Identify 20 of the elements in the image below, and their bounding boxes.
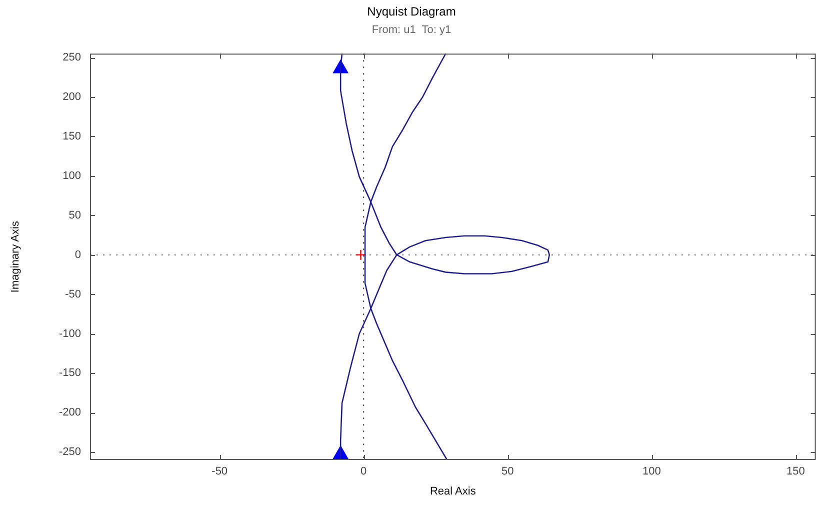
x-tick-label: 50 — [502, 466, 514, 478]
y-tick-label: -50 — [65, 288, 81, 300]
y-tick-label: 100 — [62, 170, 81, 182]
chart-subtitle: From: u1 To: y1 — [372, 24, 452, 36]
y-tick-label: 200 — [62, 91, 81, 104]
y-tick-label: 0 — [74, 248, 81, 261]
x-tick-label: 100 — [642, 466, 661, 478]
y-tick-label: -150 — [58, 367, 81, 380]
y-tick-label: 150 — [62, 130, 81, 142]
y-axis-title: Imaginary Axis — [10, 220, 22, 293]
chart-title: Nyquist Diagram — [367, 4, 456, 19]
y-tick-label: 50 — [68, 209, 81, 222]
y-tick-label: -100 — [58, 328, 81, 340]
x-axis-title: Real Axis — [430, 485, 476, 498]
x-tick-label: -50 — [212, 466, 228, 478]
x-tick-label: 0 — [360, 466, 367, 478]
x-tick-label: 150 — [786, 466, 805, 478]
y-tick-label: 250 — [62, 52, 81, 64]
y-tick-label: -250 — [58, 446, 81, 458]
y-tick-label: -200 — [58, 406, 81, 419]
